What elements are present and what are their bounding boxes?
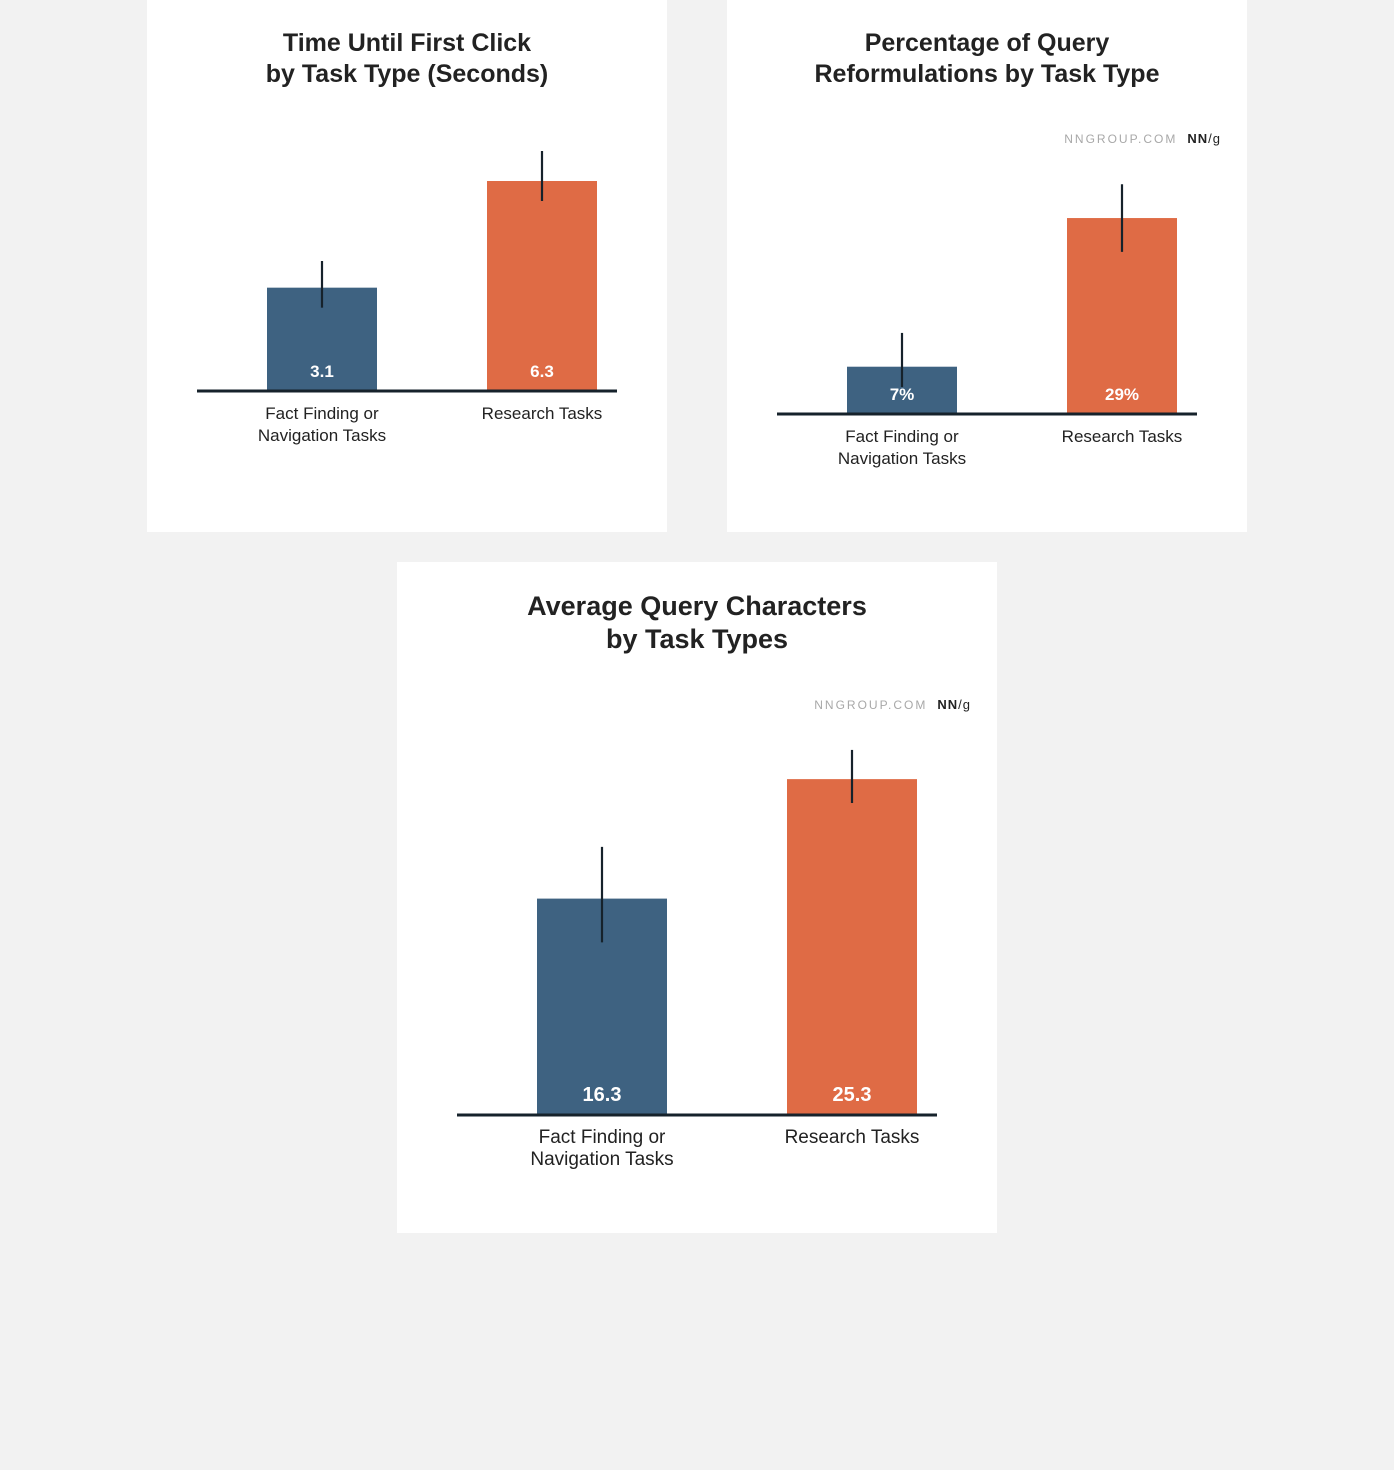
bar-value-label: 7% bbox=[890, 385, 915, 404]
category-label: Navigation Tasks bbox=[530, 1149, 673, 1170]
chart-card-query-chars: Average Query Charactersby Task Types NNG… bbox=[397, 562, 997, 1234]
chart-title: Average Query Charactersby Task Types bbox=[527, 590, 867, 658]
chart-card-time-to-click: Time Until First Clickby Task Type (Seco… bbox=[147, 0, 667, 532]
bar bbox=[487, 181, 597, 391]
category-label: Research Tasks bbox=[1062, 427, 1183, 446]
attribution: NNGROUP.COM NN/g bbox=[1064, 131, 1227, 146]
chart-card-query-reformulations: Percentage of QueryReformulations by Tas… bbox=[727, 0, 1247, 532]
chart-plot: 3.1 6.3 Fact Finding or Navigation Tasks Res… bbox=[187, 131, 627, 473]
chart-title: Time Until First Clickby Task Type (Seco… bbox=[266, 28, 548, 91]
attribution-logo: NN/g bbox=[1187, 131, 1221, 146]
attribution: NNGROUP.COM NN/g bbox=[814, 697, 977, 712]
chart-title: Percentage of QueryReformulations by Tas… bbox=[815, 28, 1160, 91]
chart-title-line: Time Until First Click bbox=[266, 28, 548, 59]
bar-value-label: 3.1 bbox=[310, 362, 334, 381]
chart-title-line: Reformulations by Task Type bbox=[815, 59, 1160, 90]
chart-plot: 16.3 25.3 Fact Finding orNavigation Tasks R… bbox=[447, 720, 947, 1197]
bottom-row: Average Query Charactersby Task Types NNG… bbox=[0, 562, 1394, 1234]
chart-title-line: Percentage of Query bbox=[815, 28, 1160, 59]
category-label: Research Tasks bbox=[785, 1127, 920, 1148]
bar-value-label: 25.3 bbox=[833, 1084, 872, 1106]
top-row: Time Until First Clickby Task Type (Seco… bbox=[0, 0, 1394, 532]
chart-title-line: Average Query Characters bbox=[527, 590, 867, 624]
category-label: Fact Finding or bbox=[539, 1127, 666, 1148]
bar-value-label: 6.3 bbox=[530, 362, 554, 381]
category-label: Research Tasks bbox=[482, 404, 603, 423]
bar-value-label: 29% bbox=[1105, 385, 1139, 404]
chart-title-line: by Task Type (Seconds) bbox=[266, 59, 548, 90]
category-label: Navigation Tasks bbox=[838, 449, 966, 468]
category-label: Fact Finding or bbox=[265, 404, 379, 423]
attribution-logo: NN/g bbox=[937, 697, 971, 712]
attribution-url: NNGROUP.COM bbox=[814, 698, 927, 712]
category-label: Fact Finding or bbox=[845, 427, 959, 446]
attribution-url: NNGROUP.COM bbox=[1064, 132, 1177, 146]
chart-plot: 7% 29% Fact Finding or Navigation Tasks Rese… bbox=[767, 154, 1207, 496]
bar-value-label: 16.3 bbox=[583, 1084, 622, 1106]
category-label: Navigation Tasks bbox=[258, 426, 386, 445]
bar bbox=[787, 779, 917, 1115]
chart-title-line: by Task Types bbox=[527, 623, 867, 657]
